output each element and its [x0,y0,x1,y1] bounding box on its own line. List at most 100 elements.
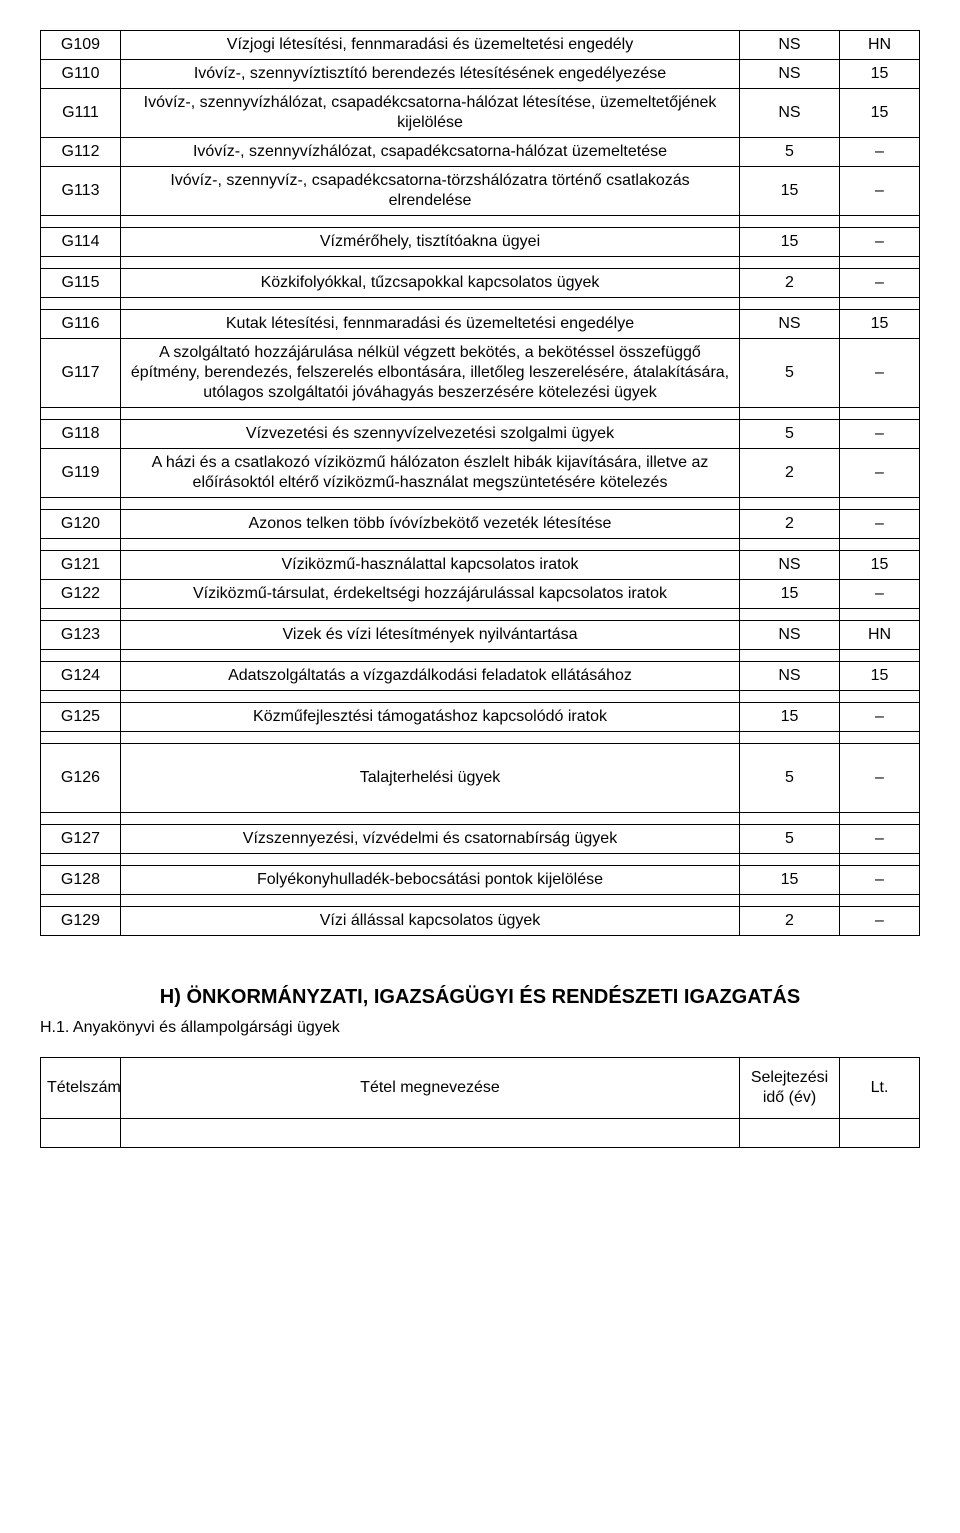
row-col3: 2 [740,510,840,539]
spacer-cell [740,539,840,551]
row-col4: – [840,339,920,408]
row-description: Ivóvíz-, szennyvízhálózat, csapadékcsato… [121,89,740,138]
spacer-cell [740,257,840,269]
table-row [41,691,920,703]
row-col3: NS [740,621,840,650]
spacer-cell [41,691,121,703]
table-row: G117A szolgáltató hozzájárulása nélkül v… [41,339,920,408]
table-row: G109Vízjogi létesítési, fennmaradási és … [41,31,920,60]
spacer-cell [740,732,840,744]
row-col3: NS [740,662,840,691]
spacer-cell [840,498,920,510]
row-col4: – [840,703,920,732]
row-description: Ivóvíz-, szennyvíz-, csapadékcsatorna-tö… [121,167,740,216]
row-col4: 15 [840,662,920,691]
row-col3: NS [740,31,840,60]
row-col4: – [840,420,920,449]
spacer-cell [840,298,920,310]
table-row: G114Vízmérőhely, tisztítóakna ügyei15– [41,228,920,257]
spacer-cell [740,216,840,228]
row-code: G120 [41,510,121,539]
spacer-cell [41,216,121,228]
table-row: G119A házi és a csatlakozó víziközmű hál… [41,449,920,498]
row-code: G126 [41,744,121,813]
spacer-cell [740,298,840,310]
spacer-cell [121,732,740,744]
spacer-cell [840,895,920,907]
row-col4: HN [840,31,920,60]
row-description: Vízvezetési és szennyvízelvezetési szolg… [121,420,740,449]
footer-col-megnevezes: Tétel megnevezése [121,1058,740,1119]
row-col3: NS [740,551,840,580]
spacer-cell [121,216,740,228]
table-row: G121Víziközmű-használattal kapcsolatos i… [41,551,920,580]
row-col4: – [840,907,920,936]
row-col3: 15 [740,866,840,895]
table-row [41,609,920,621]
row-description: Vízjogi létesítési, fennmaradási és üzem… [121,31,740,60]
row-code: G129 [41,907,121,936]
row-col3: 15 [740,580,840,609]
row-code: G124 [41,662,121,691]
table-row [41,216,920,228]
table-row [41,732,920,744]
footer-table: Tételszám Tétel megnevezése Selejtezési … [40,1057,920,1148]
row-description: Közműfejlesztési támogatáshoz kapcsolódó… [121,703,740,732]
spacer-cell [740,854,840,866]
records-table: G109Vízjogi létesítési, fennmaradási és … [40,30,920,936]
spacer-cell [41,895,121,907]
row-col4: – [840,866,920,895]
footer-col-lt: Lt. [840,1058,920,1119]
row-col4: – [840,510,920,539]
row-col4: 15 [840,551,920,580]
table-row [41,539,920,551]
row-col3: 5 [740,744,840,813]
row-code: G125 [41,703,121,732]
spacer-cell [121,650,740,662]
table-row: G124Adatszolgáltatás a vízgazdálkodási f… [41,662,920,691]
row-description: Ivóvíz-, szennyvíztisztító berendezés lé… [121,60,740,89]
spacer-cell [121,408,740,420]
table-row: G120Azonos telken több ívóvízbekötő veze… [41,510,920,539]
row-description: Vízszennyezési, vízvédelmi és csatornabí… [121,825,740,854]
spacer-cell [121,257,740,269]
spacer-cell [41,650,121,662]
row-description: Víziközmű-használattal kapcsolatos irato… [121,551,740,580]
spacer-cell [121,298,740,310]
spacer-cell [840,813,920,825]
row-col4: – [840,269,920,298]
row-col4: – [840,228,920,257]
spacer-cell [740,650,840,662]
row-code: G127 [41,825,121,854]
row-col3: 5 [740,339,840,408]
row-description: Talajterhelési ügyek [121,744,740,813]
row-col4: HN [840,621,920,650]
spacer-cell [840,539,920,551]
table-row: G111Ivóvíz-, szennyvízhálózat, csapadékc… [41,89,920,138]
row-col4: – [840,449,920,498]
row-col3: NS [740,60,840,89]
row-code: G111 [41,89,121,138]
table-row: G127Vízszennyezési, vízvédelmi és csator… [41,825,920,854]
spacer-cell [840,609,920,621]
table-row: G116Kutak létesítési, fennmaradási és üz… [41,310,920,339]
spacer-cell [41,298,121,310]
spacer-cell [121,498,740,510]
row-code: G115 [41,269,121,298]
spacer-cell [740,408,840,420]
row-col4: – [840,138,920,167]
row-code: G123 [41,621,121,650]
row-description: A házi és a csatlakozó víziközmű hálózat… [121,449,740,498]
footer-empty-cell [41,1119,121,1148]
row-description: Vízi állással kapcsolatos ügyek [121,907,740,936]
table-row: G122Víziközmű-társulat, érdekeltségi hoz… [41,580,920,609]
row-description: Adatszolgáltatás a vízgazdálkodási felad… [121,662,740,691]
spacer-cell [121,691,740,703]
row-col3: 5 [740,420,840,449]
spacer-cell [740,813,840,825]
row-code: G112 [41,138,121,167]
row-code: G109 [41,31,121,60]
row-code: G122 [41,580,121,609]
spacer-cell [740,691,840,703]
footer-empty-cell [840,1119,920,1148]
